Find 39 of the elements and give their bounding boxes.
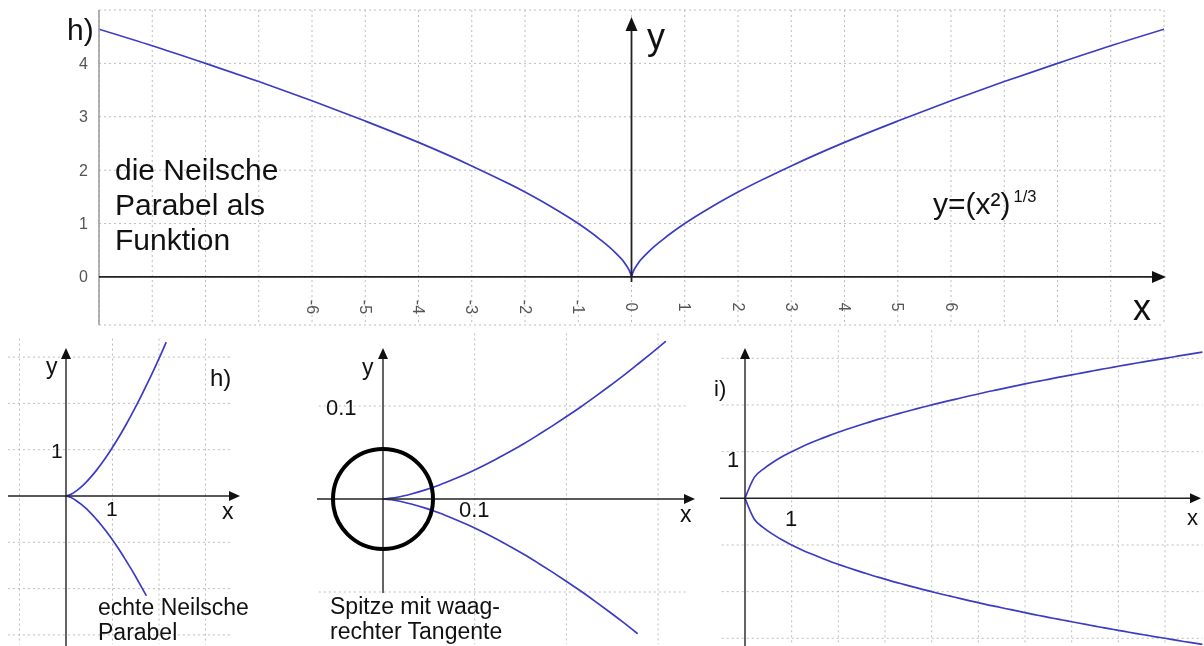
x-axis-title: x: [680, 501, 692, 527]
y-tick-label: 2: [79, 161, 89, 179]
text: 0.1: [326, 395, 357, 420]
text: 1: [51, 439, 63, 463]
x-tick-label: 2: [729, 302, 747, 312]
annotation: 0.1: [459, 497, 490, 522]
y-tick-label: 3: [79, 108, 89, 126]
y-axis-title: y: [46, 353, 58, 379]
x-tick-label: -5: [356, 299, 374, 315]
x-tick-label: 0: [623, 302, 640, 312]
y-tick-label: 0: [79, 268, 89, 286]
x-axis-title: x: [1133, 287, 1151, 328]
x-tick-label: -6: [303, 299, 321, 315]
annotation: Spitze mit waag-rechter Tangente: [330, 593, 504, 644]
annotation: y=(x²)$^{1/3}$: [933, 186, 1037, 221]
x-axis-title: x: [222, 498, 234, 524]
x-tick-label: 4: [836, 302, 853, 312]
annotation: 1: [106, 497, 118, 521]
text: i): [714, 376, 727, 401]
line-series: [99, 28, 1164, 278]
x-tick-label: -1: [569, 299, 587, 315]
y-tick-label: 4: [79, 54, 89, 72]
annotation: 1: [785, 506, 798, 531]
x-tick-label: -3: [463, 299, 481, 315]
x-tick-label: 6: [942, 302, 960, 312]
chart-title: h): [67, 13, 94, 46]
y-axis-title: y: [362, 354, 374, 380]
text: h): [210, 364, 232, 392]
x-tick-label: 3: [782, 302, 800, 312]
x-tick-label: -2: [516, 299, 534, 315]
text: 1: [727, 447, 740, 472]
y-tick-label: 1: [79, 215, 89, 233]
x-axis-title: x: [1187, 505, 1198, 530]
y-axis-title: y: [647, 16, 665, 57]
x-tick-label: 1: [676, 302, 694, 312]
annotation: echte Neilsche Parabel: [98, 594, 250, 645]
annotation: die Neilsche Parabel als Funktion: [115, 152, 280, 257]
x-tick-label: -4: [410, 299, 427, 315]
x-tick-label: 5: [889, 302, 907, 312]
